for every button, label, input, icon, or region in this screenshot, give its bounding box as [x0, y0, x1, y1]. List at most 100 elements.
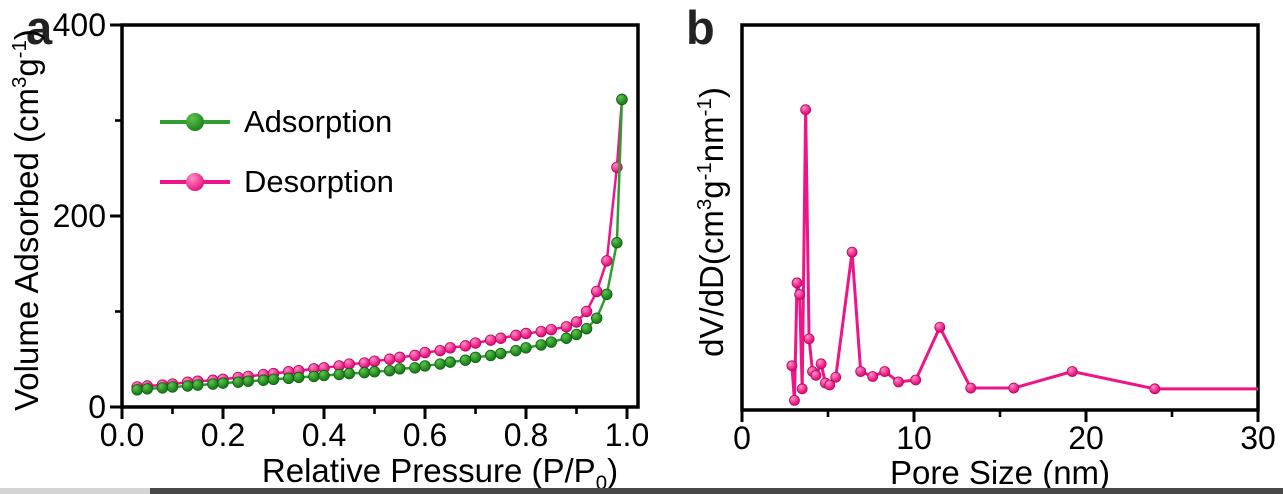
desorption-point	[358, 357, 371, 369]
x-tick-label: 1.0	[604, 417, 650, 453]
plot-frame-a	[120, 23, 640, 409]
adsorption-point	[570, 328, 583, 341]
adsorption-point	[459, 354, 472, 366]
desorption-point	[459, 340, 472, 352]
dv-dd-point	[830, 371, 842, 383]
desorption-point	[520, 327, 532, 340]
adsorption-point	[207, 378, 219, 390]
dv-dd-point	[824, 379, 836, 391]
desorption-point	[601, 255, 613, 267]
x-tick-label: 0.6	[402, 417, 448, 453]
adsorption-point	[434, 358, 446, 370]
adsorption-point	[293, 371, 305, 384]
adsorption-point	[520, 342, 532, 354]
desorption-point	[409, 349, 421, 362]
adsorption-point	[282, 372, 295, 385]
adsorption-point	[469, 351, 482, 364]
adsorption-point	[591, 312, 603, 324]
dv-dd-point	[810, 369, 822, 381]
adsorption-point	[257, 374, 270, 386]
adsorption-point	[368, 365, 381, 378]
dv-dd-point	[1149, 383, 1161, 395]
adsorption-point	[601, 288, 613, 301]
y-tick-label: 200	[52, 198, 106, 234]
legend-line-marker-icon	[160, 113, 230, 131]
desorption-point	[383, 353, 396, 365]
adsorption-point	[343, 367, 355, 380]
panel-b-letter: b	[686, 1, 715, 54]
dv-dd-point	[879, 366, 891, 377]
x-tick-label: 0.4	[301, 417, 347, 453]
dv-dd-point	[796, 383, 808, 395]
desorption-point	[495, 332, 507, 344]
panel-a-letter: a	[26, 1, 53, 54]
x-tick-label: 0	[733, 420, 751, 456]
adsorption-point	[616, 93, 628, 106]
adsorption-point	[419, 360, 431, 372]
dv-dd-point	[791, 277, 803, 289]
plot-frame-b	[740, 23, 1260, 412]
dv-dd-point	[789, 394, 800, 406]
adsorption-point	[484, 349, 497, 362]
legend-label: Desorption	[244, 164, 394, 199]
adsorption-point	[156, 382, 169, 394]
adsorption-point	[580, 322, 593, 335]
dv-dd-point	[910, 374, 922, 386]
adsorption-point	[166, 381, 179, 393]
adsorption-point	[217, 377, 229, 389]
window-edge-strip-right	[150, 488, 1283, 494]
legend-line-marker-icon	[160, 173, 230, 191]
dv-dd-point	[846, 246, 858, 258]
dv-dd-point	[965, 382, 977, 394]
x-tick-label: 0.0	[99, 417, 145, 453]
desorption-point	[434, 344, 446, 357]
dv-dd-point	[800, 104, 812, 116]
desorption-point	[545, 323, 557, 336]
desorption-point	[535, 325, 547, 338]
desorption-point	[469, 337, 482, 349]
adsorption-point	[535, 339, 547, 351]
adsorption-point	[358, 366, 371, 379]
adsorption-point	[495, 347, 507, 360]
desorption-point	[484, 334, 497, 346]
panel-a-x-axis-label: Relative Pressure (P/P0)	[261, 452, 619, 494]
dv-dd-point	[794, 289, 806, 300]
x-tick-label: 10	[896, 420, 932, 456]
adsorption-point	[267, 373, 280, 386]
dv-dd-point	[803, 333, 815, 345]
adsorption-point	[545, 336, 557, 348]
adsorption-point	[611, 237, 623, 249]
desorption-point	[591, 285, 603, 298]
dv-dd-point	[1008, 382, 1020, 394]
desorption-point	[560, 321, 573, 333]
adsorption-point	[510, 344, 522, 357]
desorption-point	[419, 346, 431, 359]
desorption-point	[368, 355, 381, 367]
adsorption-point	[560, 332, 573, 344]
x-tick-label: 0.8	[503, 417, 549, 453]
dv-dd-point	[815, 358, 827, 370]
adsorption-point	[141, 383, 153, 395]
dv-dd-point	[934, 321, 946, 333]
adsorption-point	[192, 379, 204, 391]
x-tick-label: 30	[1240, 420, 1276, 456]
panel-b-x-axis-label: Pore Size (nm)	[889, 454, 1111, 491]
legend-label: Adsorption	[244, 104, 393, 139]
adsorption-point	[232, 376, 244, 388]
desorption-point	[394, 351, 406, 364]
desorption-point	[444, 342, 456, 354]
adsorption-point	[308, 370, 320, 383]
dv-dd-point	[855, 366, 867, 377]
adsorption-point	[383, 365, 396, 377]
desorption-point	[343, 358, 355, 370]
y-tick-label: 400	[52, 7, 106, 43]
adsorption-point	[181, 380, 194, 392]
adsorption-point	[131, 384, 143, 396]
adsorption-point	[444, 356, 456, 368]
legend-item: Desorption	[160, 152, 394, 212]
y-tick-label: 0	[88, 389, 106, 425]
desorption-point	[510, 329, 522, 342]
x-tick-label: 0.2	[200, 417, 246, 453]
